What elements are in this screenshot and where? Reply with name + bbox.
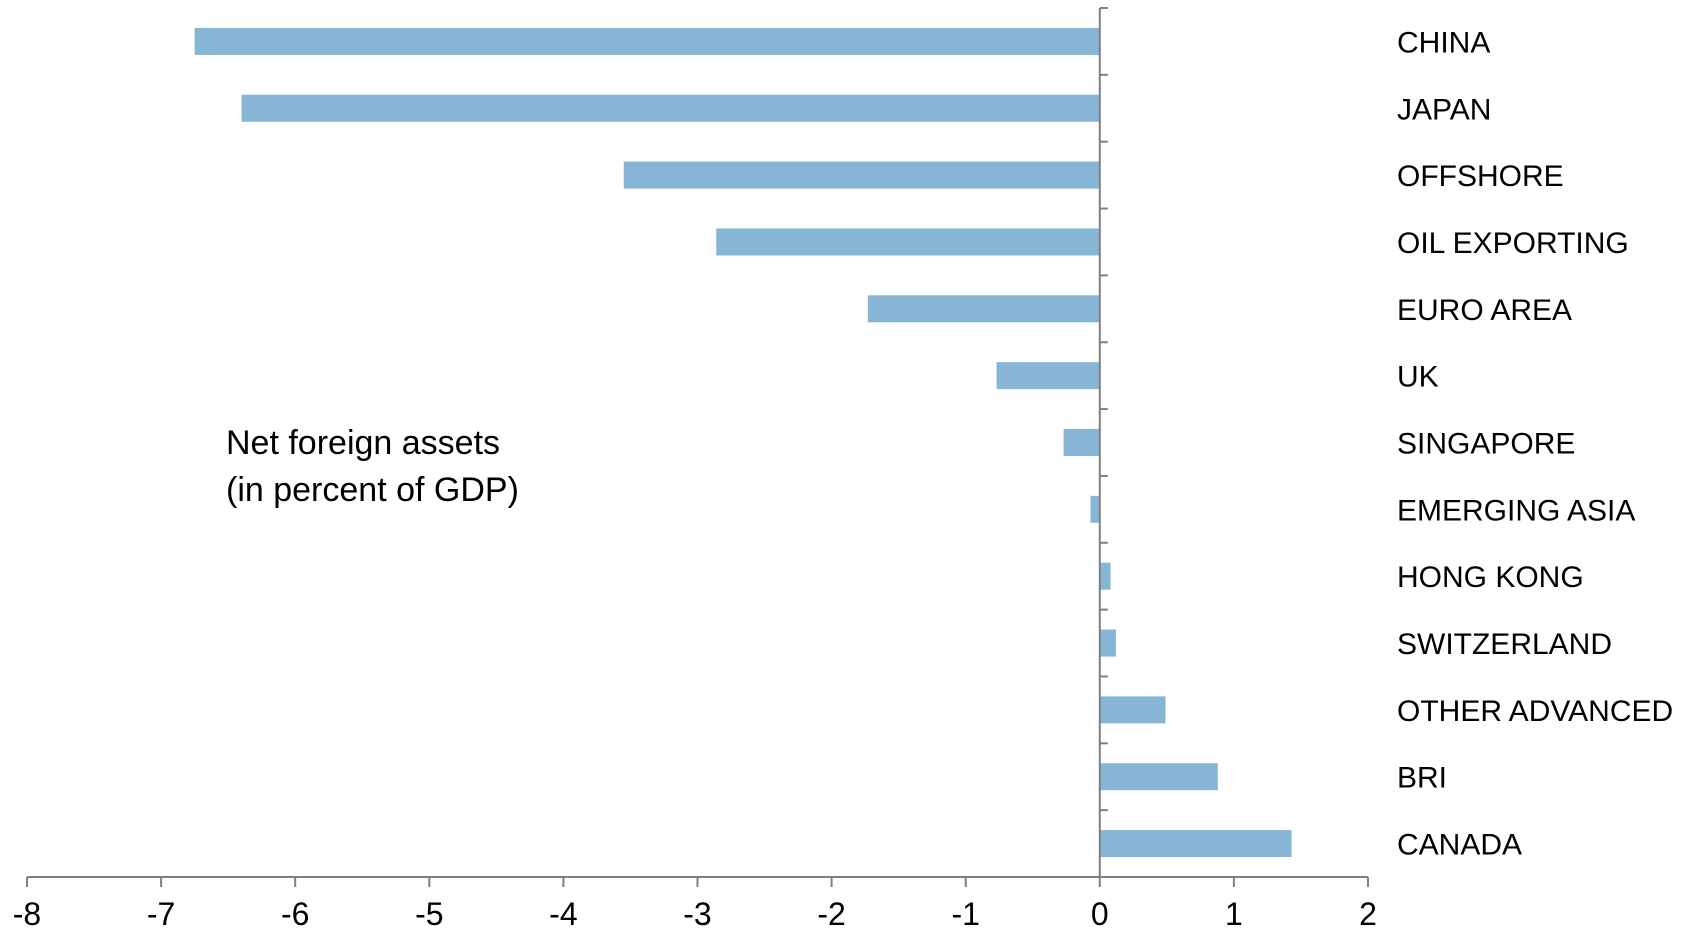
annotation-line-1: Net foreign assets: [226, 424, 501, 462]
bar: [867, 295, 1100, 323]
category-label: SWITZERLAND: [1397, 628, 1612, 661]
category-label: UK: [1397, 361, 1439, 394]
x-tick-label: -3: [683, 896, 711, 930]
category-label: EURO AREA: [1397, 294, 1572, 327]
x-tick-label: -4: [549, 896, 577, 930]
category-label: CHINA: [1397, 26, 1490, 59]
category-label: HONG KONG: [1397, 561, 1584, 594]
x-tick-label: 0: [1091, 896, 1109, 930]
category-label: SINGAPORE: [1397, 428, 1575, 461]
category-label: CANADA: [1397, 829, 1522, 862]
bar: [1099, 696, 1166, 724]
category-label: JAPAN: [1397, 93, 1491, 126]
category-label: EMERGING ASIA: [1397, 494, 1635, 527]
annotation-line-2: (in percent of GDP): [226, 471, 519, 509]
chart-annotation: Net foreign assets (in percent of GDP): [226, 420, 519, 514]
category-label: BRI: [1397, 762, 1447, 795]
x-tick-label: -5: [415, 896, 443, 930]
bar: [716, 228, 1100, 256]
x-tick-label: -6: [281, 896, 309, 930]
bar: [1099, 629, 1116, 657]
bar: [623, 161, 1100, 189]
bar: [1099, 830, 1292, 858]
x-tick-label: -1: [951, 896, 979, 930]
bar: [241, 94, 1100, 122]
category-label: OTHER ADVANCED: [1397, 695, 1673, 728]
category-label: OIL EXPORTING: [1397, 227, 1629, 260]
x-tick-label: -8: [13, 896, 41, 930]
category-label: OFFSHORE: [1397, 160, 1564, 193]
bar: [1090, 495, 1100, 523]
x-tick-label: -7: [147, 896, 175, 930]
x-tick-label: 1: [1225, 896, 1243, 930]
bar: [194, 27, 1100, 55]
bar: [1099, 562, 1111, 590]
x-tick-label: 2: [1359, 896, 1377, 930]
x-tick-label: -2: [817, 896, 845, 930]
bar: [1063, 429, 1100, 456]
bar: [1099, 763, 1218, 791]
bar: [996, 362, 1100, 390]
